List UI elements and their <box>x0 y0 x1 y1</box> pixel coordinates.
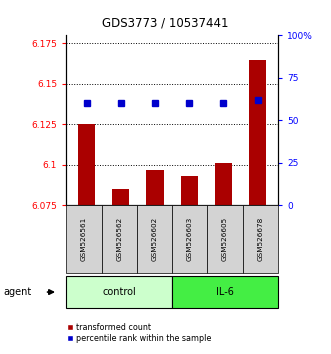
Text: GSM526603: GSM526603 <box>187 217 193 261</box>
Text: agent: agent <box>3 287 31 297</box>
Bar <box>249 60 266 205</box>
Bar <box>112 189 129 205</box>
Bar <box>215 163 232 205</box>
Text: GDS3773 / 10537441: GDS3773 / 10537441 <box>102 17 229 29</box>
Legend: transformed count, percentile rank within the sample: transformed count, percentile rank withi… <box>64 320 215 347</box>
Text: GSM526561: GSM526561 <box>81 217 87 261</box>
Text: GSM526562: GSM526562 <box>116 217 122 261</box>
Text: GSM526605: GSM526605 <box>222 217 228 261</box>
Text: GSM526678: GSM526678 <box>258 217 263 261</box>
Bar <box>78 124 95 205</box>
Text: control: control <box>102 287 136 297</box>
Text: IL-6: IL-6 <box>216 287 234 297</box>
Bar <box>181 176 198 205</box>
Text: GSM526602: GSM526602 <box>152 217 158 261</box>
Bar <box>147 170 164 205</box>
